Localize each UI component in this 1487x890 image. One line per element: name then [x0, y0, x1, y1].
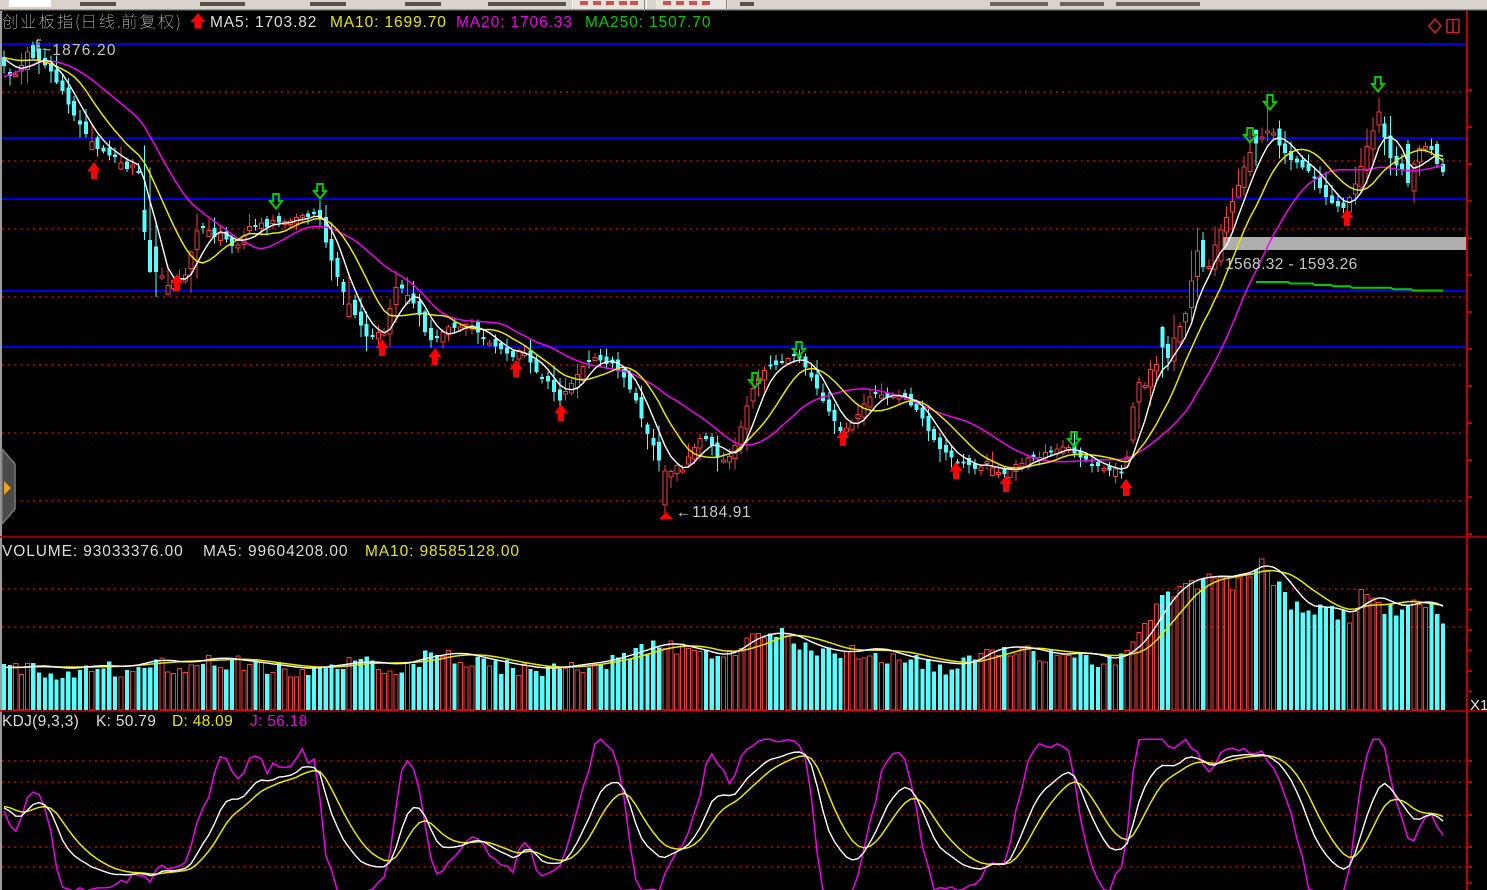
svg-text:D: 48.09: D: 48.09 — [172, 713, 233, 730]
svg-text:MA5: 99604208.00: MA5: 99604208.00 — [203, 543, 348, 560]
svg-text:VOLUME: 93033376.00: VOLUME: 93033376.00 — [2, 543, 184, 560]
svg-text:K: 50.79: K: 50.79 — [96, 713, 156, 730]
svg-text:MA20: 1706.33: MA20: 1706.33 — [456, 14, 573, 31]
svg-text:KDJ(9,3,3): KDJ(9,3,3) — [2, 713, 79, 730]
svg-text:MA10: 1699.70: MA10: 1699.70 — [330, 14, 447, 31]
svg-text:MA10: 98585128.00: MA10: 98585128.00 — [365, 543, 520, 560]
svg-text:1568.32 - 1593.26: 1568.32 - 1593.26 — [1225, 256, 1358, 273]
svg-text:MA250: 1507.70: MA250: 1507.70 — [585, 14, 711, 31]
svg-text:J: 56.18: J: 56.18 — [250, 713, 308, 730]
svg-text:X1: X1 — [1470, 697, 1487, 714]
svg-text:MA5: 1703.82: MA5: 1703.82 — [210, 14, 317, 31]
svg-text:~1876.20: ~1876.20 — [42, 42, 117, 59]
svg-text:←1184.91: ←1184.91 — [676, 504, 751, 521]
